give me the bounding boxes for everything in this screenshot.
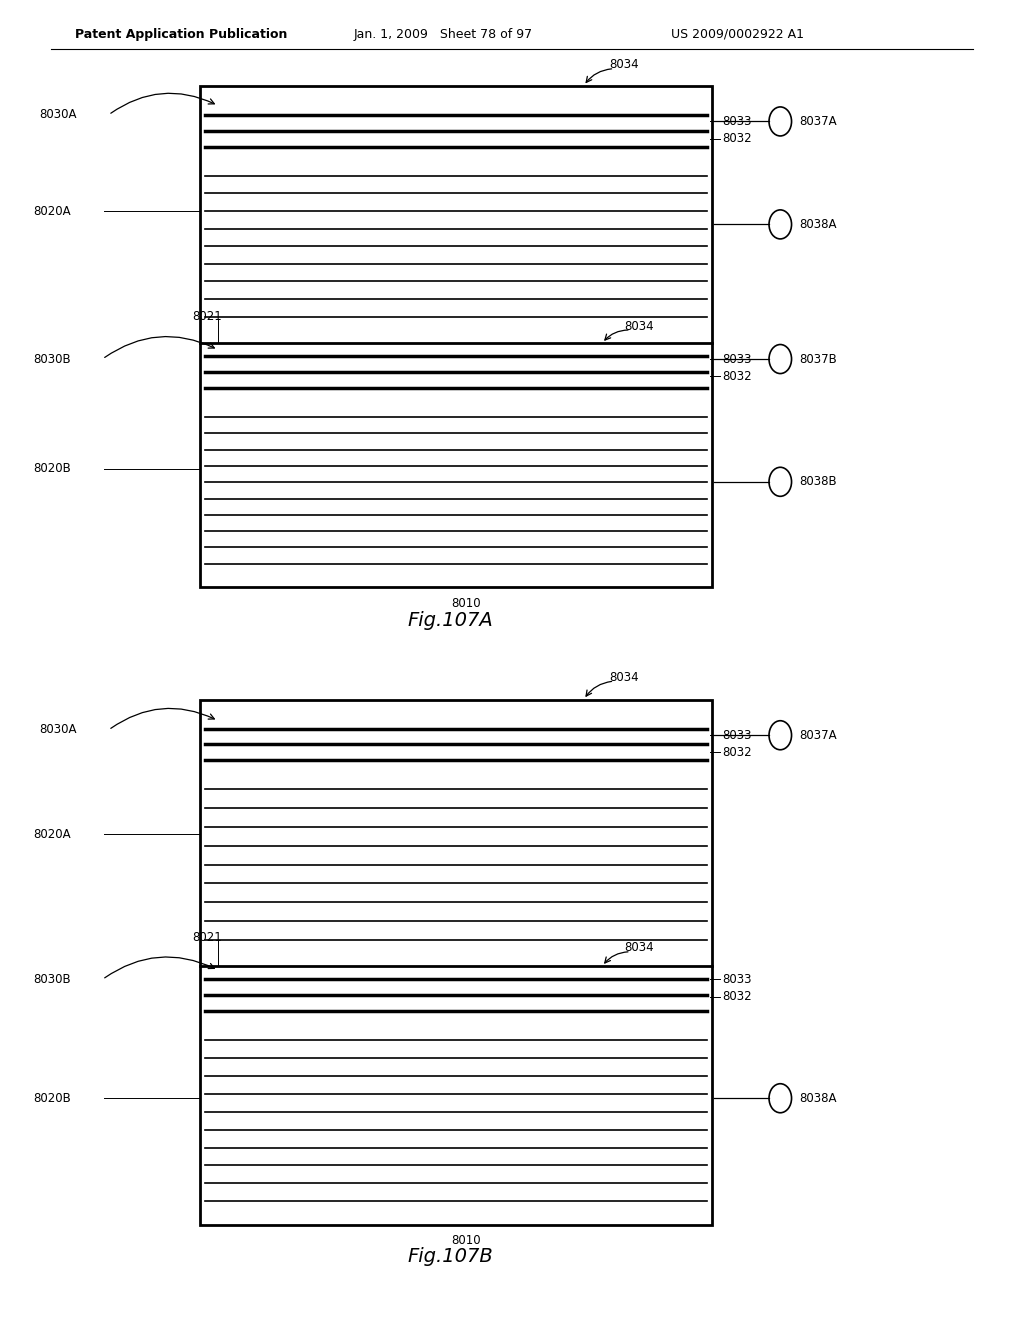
Text: 8033: 8033 <box>722 973 752 986</box>
Text: 8032: 8032 <box>722 370 752 383</box>
Text: 8032: 8032 <box>722 132 752 145</box>
Text: 8034: 8034 <box>609 671 639 684</box>
Text: 8021: 8021 <box>193 931 222 944</box>
Text: 8038A: 8038A <box>800 1092 838 1105</box>
Text: 8033: 8033 <box>722 115 752 128</box>
Text: 8034: 8034 <box>625 319 654 333</box>
Text: 8030A: 8030A <box>39 723 77 737</box>
Text: 8021: 8021 <box>193 310 222 323</box>
Text: 8010: 8010 <box>452 1234 480 1247</box>
Text: 8033: 8033 <box>722 352 752 366</box>
Text: 8030B: 8030B <box>33 973 71 986</box>
Text: 8034: 8034 <box>625 941 654 954</box>
Text: Patent Application Publication: Patent Application Publication <box>75 28 287 41</box>
Text: 8010: 8010 <box>452 597 480 610</box>
Text: 8037B: 8037B <box>800 352 838 366</box>
Text: 8032: 8032 <box>722 990 752 1003</box>
Text: US 2009/0002922 A1: US 2009/0002922 A1 <box>671 28 804 41</box>
Text: Fig.107B: Fig.107B <box>408 1247 494 1266</box>
Text: 8020B: 8020B <box>33 1092 71 1105</box>
Text: Fig.107A: Fig.107A <box>408 611 494 630</box>
Text: 8020A: 8020A <box>33 205 71 218</box>
Text: 8038B: 8038B <box>800 475 838 488</box>
Text: 8030A: 8030A <box>39 108 77 121</box>
Text: Jan. 1, 2009   Sheet 78 of 97: Jan. 1, 2009 Sheet 78 of 97 <box>353 28 532 41</box>
Text: 8032: 8032 <box>722 746 752 759</box>
Text: 8020B: 8020B <box>33 462 71 475</box>
Text: 8033: 8033 <box>722 729 752 742</box>
Text: 8037A: 8037A <box>800 115 838 128</box>
Text: 8034: 8034 <box>609 58 639 71</box>
Text: 8020A: 8020A <box>33 828 71 841</box>
Text: 8030B: 8030B <box>33 352 71 366</box>
Text: 8038A: 8038A <box>800 218 838 231</box>
Text: 8037A: 8037A <box>800 729 838 742</box>
